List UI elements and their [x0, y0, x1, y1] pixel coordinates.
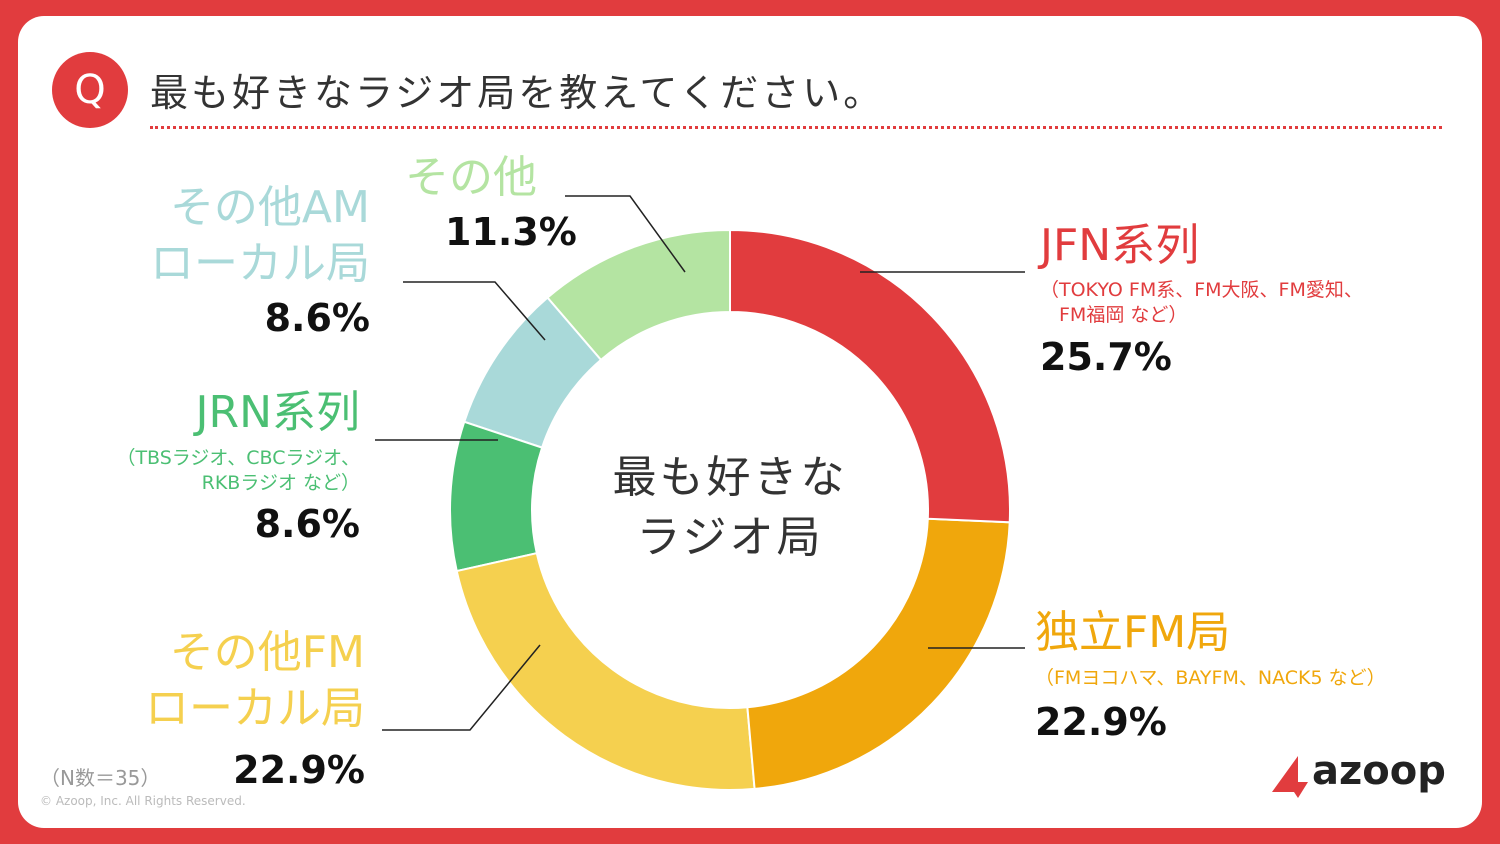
leader-line: [382, 644, 541, 731]
card: [18, 16, 1482, 828]
leader-line: [403, 281, 546, 341]
category-label: その他: [405, 152, 537, 203]
category-label: JRN系列: [195, 387, 360, 438]
question-title: 最も好きなラジオ局を教えてください。: [150, 71, 885, 115]
category-sublabel: （FMヨコハマ、BAYFM、NACK5 など）: [1035, 667, 1386, 689]
donut-slice: [729, 228, 1011, 524]
leader-lines: [375, 195, 1025, 731]
category-label: 独立FM局: [1035, 607, 1231, 658]
leader-line: [565, 195, 686, 273]
value-label: 22.9%: [1035, 700, 1167, 744]
sample-note: （N数＝35）: [40, 766, 161, 790]
value-label: 22.9%: [233, 748, 365, 792]
q-badge: Q: [52, 52, 128, 128]
donut-slice: [455, 551, 756, 791]
donut-slice: [449, 420, 544, 573]
donut-slice: [462, 296, 603, 449]
value-label: 8.6%: [264, 296, 370, 340]
donut-slice: [746, 517, 1011, 791]
value-label: 8.6%: [254, 502, 360, 546]
value-label: 11.3%: [445, 210, 577, 254]
category-label: その他AM ローカル局: [150, 182, 370, 289]
category-sublabel: （TBSラジオ、CBCラジオ、 RKBラジオ など）: [116, 447, 360, 494]
category-sublabel: （TOKYO FM系、FM大阪、FM愛知、 FM福岡 など）: [1040, 279, 1363, 326]
category-label: その他FM ローカル局: [145, 627, 365, 734]
category-label: JFN系列: [1040, 220, 1200, 271]
value-label: 25.7%: [1040, 335, 1172, 379]
divider: [150, 126, 1442, 129]
logo-mark: [1272, 756, 1308, 798]
copyright: © Azoop, Inc. All Rights Reserved.: [40, 794, 246, 808]
center-label: 最も好きな ラジオ局: [612, 452, 848, 563]
logo: azoop: [1312, 748, 1446, 794]
